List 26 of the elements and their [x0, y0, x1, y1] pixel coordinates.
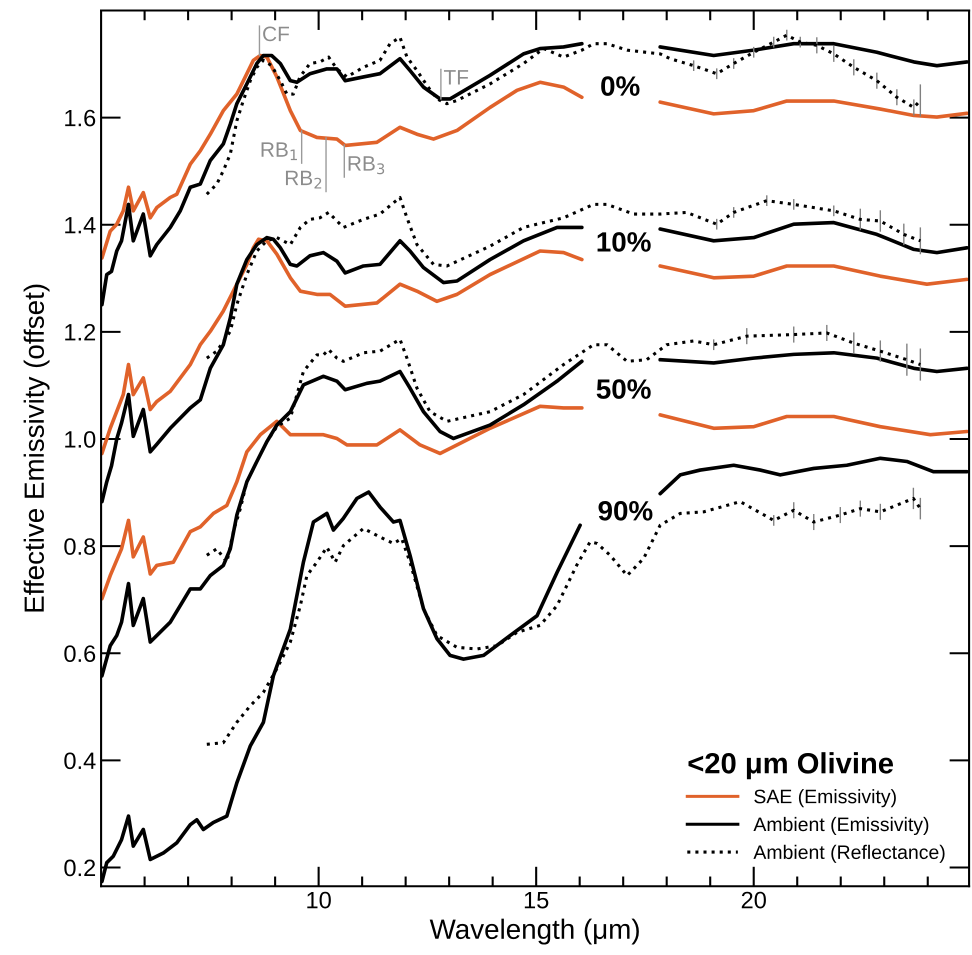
y-tick-label: 1.4	[65, 217, 96, 234]
annotation: 0%	[601, 76, 640, 96]
annotation: TF	[444, 70, 468, 84]
y-tick-label: 1.2	[65, 324, 96, 340]
annotation: 50%	[596, 379, 651, 399]
x-tick-label: 10	[307, 892, 331, 908]
annotation: RB$_{3}$	[348, 156, 384, 174]
annotation: RB$_{1}$	[262, 142, 297, 160]
y-axis-title: Effective Emissivity (offset)	[24, 284, 50, 612]
x-axis-title: Wavelength (μm)	[430, 918, 639, 945]
legend-label: Ambient (Emissivity)	[753, 816, 928, 836]
x-tick-label: 20	[742, 892, 766, 908]
annotation: RB$_{2}$	[286, 170, 322, 189]
annotation: CF	[263, 26, 290, 42]
y-tick-label: 1.6	[65, 110, 96, 126]
annotation: 10%	[598, 232, 651, 252]
y-tick-label: 0.2	[64, 860, 96, 876]
legend-label: Ambient (Reflectance)	[753, 844, 945, 863]
y-tick-label: 0.8	[64, 538, 96, 555]
y-tick-label: 0.4	[64, 752, 96, 770]
y-tick-label: 0.6	[64, 645, 96, 662]
y-tick-label: 1.0	[65, 431, 96, 448]
legend-label: SAE (Emissivity)	[754, 789, 896, 808]
legend-title: <20 μm Olivine	[688, 752, 894, 780]
x-tick-label: 15	[524, 892, 548, 908]
annotation: 90%	[598, 500, 652, 521]
